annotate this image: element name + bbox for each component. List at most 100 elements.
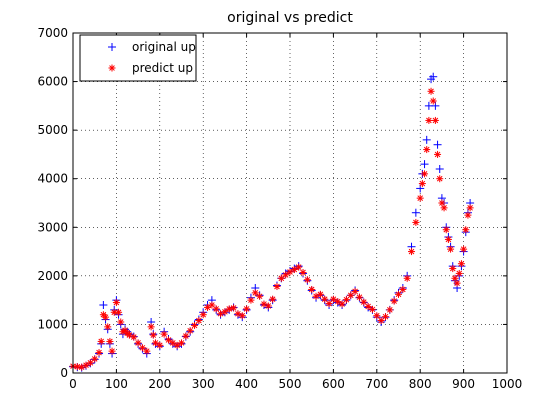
y-tick-label: 3000 <box>37 220 68 234</box>
x-tick-label: 200 <box>148 377 171 391</box>
data-point-predict <box>121 326 129 334</box>
x-tick-label: 800 <box>409 377 432 391</box>
data-point-predict <box>373 312 381 320</box>
data-point-predict <box>416 194 424 202</box>
data-point-predict <box>104 323 112 331</box>
data-point-predict <box>460 245 468 253</box>
x-tick-label: 300 <box>192 377 215 391</box>
legend-label-original: original up <box>132 40 196 54</box>
data-point-original <box>422 135 431 144</box>
data-point-predict <box>308 285 316 293</box>
data-point-predict <box>264 302 272 310</box>
legend-item-predict: predict up <box>108 61 193 75</box>
data-point-predict <box>182 332 190 340</box>
data-point-original <box>429 72 438 81</box>
chart-title: original vs predict <box>227 10 353 26</box>
data-point-predict <box>355 293 363 301</box>
data-point-predict <box>425 116 433 124</box>
data-point-predict <box>208 301 216 309</box>
data-point-predict <box>299 268 307 276</box>
data-point-predict <box>156 341 164 349</box>
data-point-predict <box>462 226 470 234</box>
data-point-predict <box>110 308 118 316</box>
series-predict <box>69 87 474 371</box>
data-point-predict <box>347 291 355 299</box>
data-point-predict <box>436 175 444 183</box>
data-point-predict <box>169 339 177 347</box>
data-point-predict <box>256 292 264 300</box>
data-point-predict <box>225 305 233 313</box>
data-point-predict <box>386 306 394 314</box>
data-point-original <box>420 160 429 169</box>
data-point-predict <box>269 295 277 303</box>
data-point-predict <box>408 248 416 256</box>
data-point-predict <box>395 290 402 298</box>
data-point-predict <box>251 289 259 297</box>
data-point-predict <box>338 300 346 308</box>
data-point-predict <box>316 290 324 298</box>
data-point-predict <box>429 97 437 105</box>
data-point-predict <box>351 287 359 295</box>
data-point-predict <box>102 313 110 321</box>
data-point-predict <box>431 116 439 124</box>
data-point-predict <box>390 297 398 305</box>
data-point-predict <box>95 349 103 357</box>
data-point-predict <box>112 299 120 307</box>
data-point-predict <box>106 337 114 345</box>
legend-box <box>79 34 197 82</box>
data-point-predict <box>238 312 246 320</box>
data-point-predict <box>149 331 157 339</box>
data-point-predict <box>164 336 172 344</box>
series-markers <box>69 72 475 372</box>
data-point-predict <box>412 218 420 226</box>
data-point-predict <box>381 313 389 321</box>
y-tick-label: 2000 <box>37 269 68 283</box>
x-tick-label: 0 <box>69 377 77 391</box>
x-tick-label: 400 <box>235 377 258 391</box>
data-point-predict <box>449 265 457 273</box>
data-point-original <box>411 208 420 217</box>
data-point-predict <box>134 339 142 347</box>
data-point-predict <box>303 276 311 284</box>
x-tick-label: 1000 <box>492 377 523 391</box>
data-point-predict <box>117 318 125 326</box>
y-tick-label: 0 <box>60 366 68 380</box>
data-point-predict <box>277 274 285 282</box>
data-point-predict <box>178 339 185 347</box>
axis-ticks: 0 100 200 300 400 500 600 700 800 900 1000 0 1000 200… <box>37 26 522 391</box>
data-point-predict <box>115 308 123 316</box>
data-point-predict <box>108 347 116 355</box>
legend-item-original: original up <box>108 40 196 54</box>
data-point-predict <box>243 305 251 313</box>
data-point-predict <box>464 211 472 219</box>
y-tick-label: 5000 <box>37 123 68 137</box>
data-point-predict <box>342 296 350 304</box>
data-point-predict <box>97 337 105 345</box>
data-point-predict <box>325 300 333 308</box>
data-point-predict <box>160 330 168 338</box>
data-point-predict <box>368 305 376 313</box>
data-point-predict <box>212 305 220 313</box>
data-point-predict <box>86 359 94 367</box>
data-point-predict <box>440 204 448 212</box>
data-point-predict <box>329 295 337 303</box>
data-point-predict <box>418 180 426 188</box>
data-point-predict <box>434 150 442 158</box>
data-point-predict <box>466 204 474 212</box>
data-point-predict <box>421 170 429 178</box>
x-tick-label: 600 <box>322 377 345 391</box>
data-point-predict <box>447 245 455 253</box>
data-point-predict <box>91 355 99 363</box>
data-point-predict <box>273 283 281 291</box>
data-point-predict <box>360 298 368 306</box>
data-point-predict <box>199 311 207 319</box>
legend-marker-star <box>108 64 116 72</box>
data-point-predict <box>147 323 155 331</box>
data-point-predict <box>399 285 407 293</box>
data-point-predict <box>364 302 372 310</box>
data-point-predict <box>143 347 151 355</box>
data-point-predict <box>195 317 203 325</box>
data-point-predict <box>377 317 385 325</box>
data-point-original <box>433 140 442 149</box>
